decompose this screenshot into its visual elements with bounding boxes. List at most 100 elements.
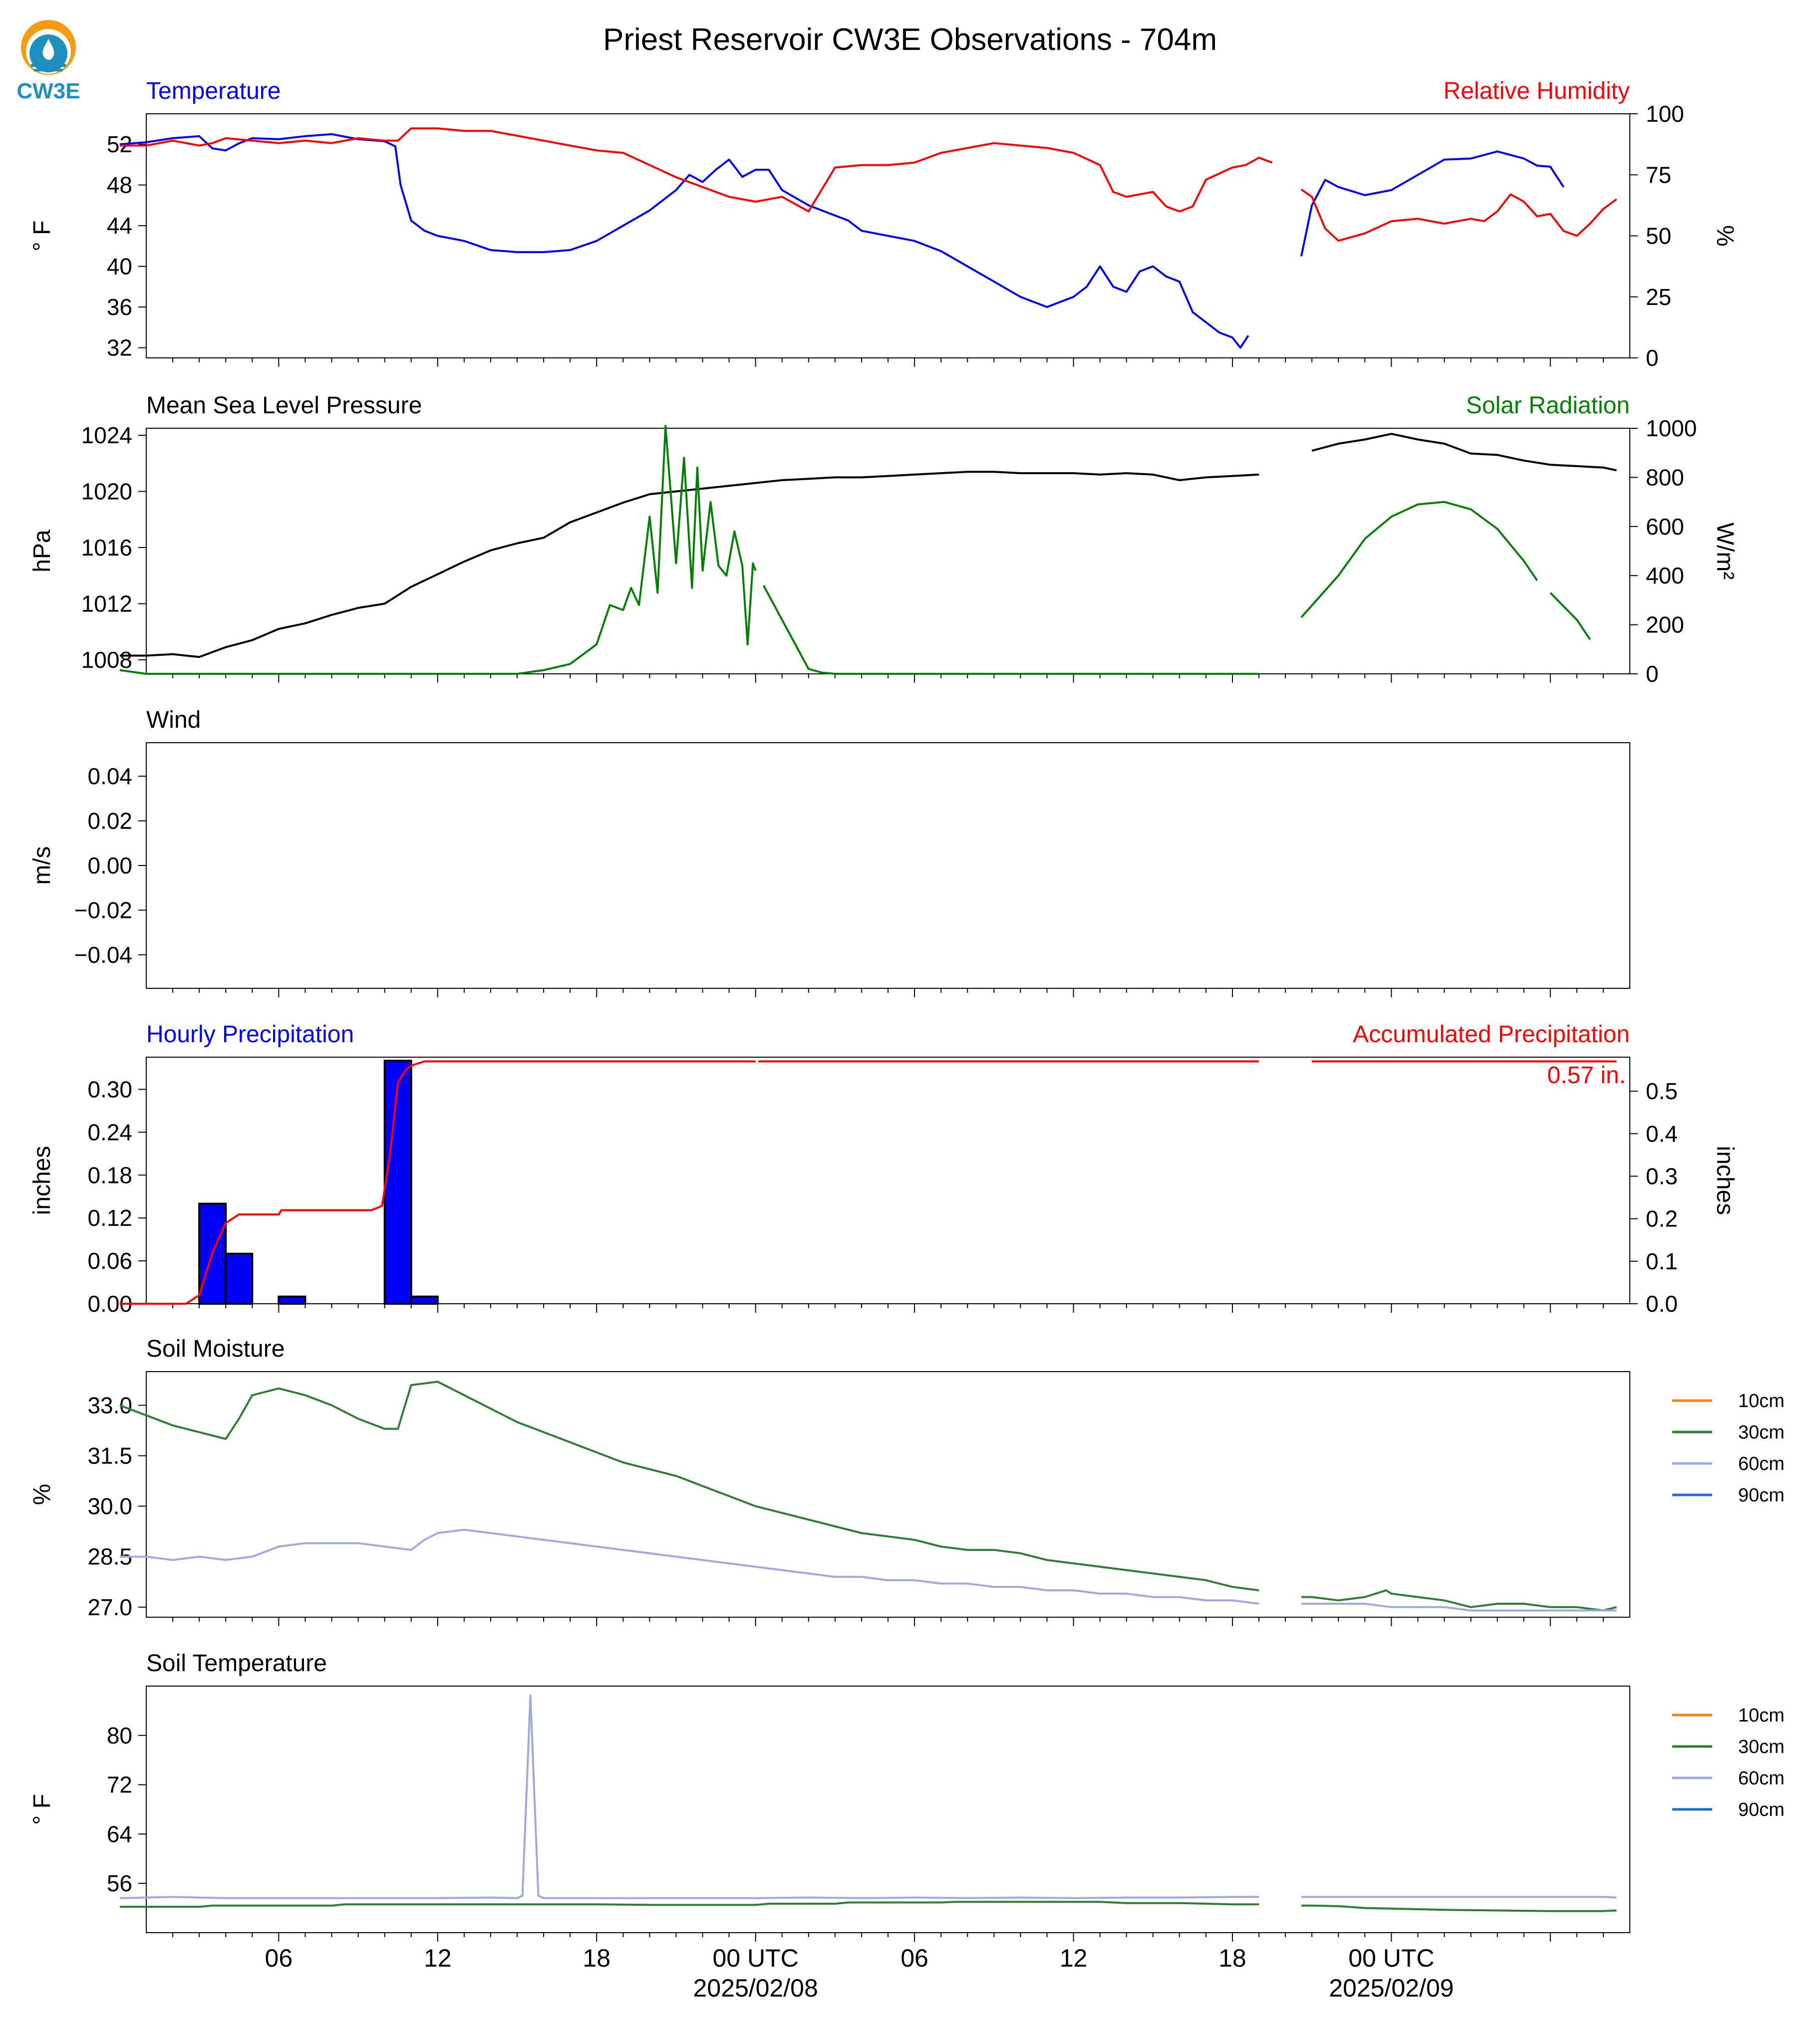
y2-axis-label: W/m² (1712, 523, 1738, 580)
y2-tick-label: 0.3 (1646, 1163, 1678, 1189)
y2-tick-label: 0 (1646, 345, 1659, 371)
legend-label: 30cm (1738, 1737, 1785, 1757)
panel-title-right: Relative Humidity (1444, 78, 1630, 104)
y-tick-label: 32 (107, 335, 132, 361)
y-tick-label: 31.5 (87, 1443, 132, 1468)
series-line-30cm (1301, 1589, 1617, 1612)
x-tick-label: 18 (583, 1944, 610, 1972)
panel-title-left: Soil Temperature (146, 1650, 327, 1677)
y2-axis-label: inches (1712, 1146, 1738, 1215)
legend-label: 60cm (1738, 1768, 1785, 1789)
panel-title-right: Accumulated Precipitation (1353, 1021, 1630, 1048)
x-tick-label: 06 (901, 1944, 928, 1972)
legend-label: 30cm (1738, 1422, 1785, 1443)
series-line-temperature (1300, 150, 1564, 257)
y2-axis-label: % (1712, 225, 1738, 247)
y2-tick-label: 0.1 (1646, 1248, 1678, 1274)
y-axis-label: m/s (29, 846, 55, 884)
y-tick-label: 0.12 (87, 1205, 132, 1231)
legend-label: 60cm (1738, 1453, 1785, 1474)
legend-label: 90cm (1738, 1485, 1785, 1506)
panel-title-left: Hourly Precipitation (146, 1021, 354, 1048)
y-tick-label: 40 (107, 254, 132, 280)
cw3e-logo-text: CW3E (16, 79, 80, 103)
y2-tick-label: 0.5 (1646, 1078, 1678, 1104)
y-tick-label: 27.0 (87, 1594, 132, 1620)
legend: 10cm 30cm 60cm 90cm (1672, 1705, 1785, 1820)
y-tick-label: 72 (107, 1772, 132, 1798)
legend: 10cm 30cm 60cm 90cm (1672, 1391, 1785, 1506)
x-tick-label: 00 UTC (1348, 1944, 1434, 1972)
series-line-solar (1300, 501, 1538, 618)
y-tick-label: 0.24 (87, 1119, 132, 1145)
panel-pressure-solar: Mean Sea Level Pressure Solar Radiation 10… (29, 392, 1738, 687)
y-tick-label: −0.04 (74, 942, 132, 968)
y2-tick-label: 800 (1646, 464, 1684, 490)
y-tick-label: 64 (107, 1821, 132, 1847)
panel-title-left: Soil Moisture (146, 1336, 285, 1362)
y-tick-label: 44 (107, 213, 132, 239)
panel-title-left: Temperature (146, 78, 281, 104)
x-tick-label: 12 (424, 1944, 452, 1972)
precip-bar (225, 1252, 254, 1305)
series-line-solar (119, 425, 757, 675)
y-tick-label: 48 (107, 172, 132, 198)
panel-wind: Wind −0.04 −0.02 0.00 0.02 0.04 m/s (29, 707, 1630, 997)
y2-tick-label: 0.4 (1646, 1121, 1678, 1147)
accumulated-total-label: 0.57 in. (1547, 1062, 1626, 1089)
y-tick-label: 1016 (81, 535, 132, 561)
y-axis-label: % (29, 1484, 55, 1505)
y2-tick-label: 0.2 (1646, 1206, 1678, 1232)
series-line-pressure (1311, 433, 1617, 472)
panel-temperature-rh: Temperature Relative Humidity323640444852… (29, 78, 1738, 371)
y-tick-label: 80 (107, 1723, 132, 1748)
y2-tick-label: 0.0 (1646, 1291, 1678, 1317)
y-tick-label: 1024 (81, 422, 132, 448)
series-line-solar (1549, 592, 1591, 640)
y2-tick-label: 1000 (1646, 415, 1697, 441)
y-axis-label: ° F (29, 1794, 55, 1825)
y2-tick-label: 400 (1646, 563, 1684, 588)
y2-tick-label: 200 (1646, 612, 1684, 638)
accumulated-precip-line (119, 1060, 756, 1305)
y-tick-label: −0.02 (74, 897, 132, 923)
series-line-60cm (119, 1694, 1259, 1899)
y-tick-label: 56 (107, 1870, 132, 1896)
series-line-30cm (119, 1901, 1259, 1908)
series-line-rh (119, 127, 1273, 213)
y-axis-label: inches (29, 1146, 55, 1215)
legend-label: 10cm (1738, 1391, 1785, 1412)
series-line-30cm (119, 1381, 1259, 1592)
series-line-solar (762, 584, 1259, 675)
y-tick-label: 33.0 (87, 1392, 132, 1418)
plot-frame (146, 742, 1630, 989)
panel-title-left: Wind (146, 707, 201, 733)
y2-tick-label: 0 (1646, 661, 1659, 687)
figure-title: Priest Reservoir CW3E Observations - 704… (603, 22, 1217, 57)
x-tick-label: 12 (1060, 1944, 1088, 1972)
series-line-rh (1300, 188, 1617, 242)
y-tick-label: 0.02 (87, 808, 132, 834)
plot-frame (146, 1057, 1630, 1304)
y-tick-label: 1012 (81, 590, 132, 616)
y-tick-label: 0.18 (87, 1162, 132, 1188)
y2-tick-label: 75 (1646, 162, 1671, 188)
precip-bar (410, 1295, 439, 1305)
series-line-30cm (1301, 1904, 1617, 1912)
x-date-label: 2025/02/08 (693, 1974, 818, 2002)
plot-frame (146, 428, 1630, 674)
y-tick-label: 30.0 (87, 1493, 132, 1519)
precip-bar (383, 1060, 412, 1305)
y-tick-label: 0.04 (87, 763, 132, 789)
panel-soil-temperature: Soil Temperature 56 64 72 80 ° F 10cm 30cm 60cm 9… (29, 1650, 1785, 1942)
precip-bar (278, 1295, 306, 1305)
y-axis-label: hPa (29, 530, 55, 573)
series-line-60cm (119, 1528, 1259, 1605)
x-date-label: 2025/02/09 (1329, 1974, 1454, 2002)
series-line-pressure (119, 471, 1259, 658)
y-tick-label: 0.06 (87, 1248, 132, 1274)
series-line-temperature (119, 133, 1249, 349)
y-tick-label: 0.00 (87, 853, 132, 878)
y-tick-label: 36 (107, 294, 132, 320)
